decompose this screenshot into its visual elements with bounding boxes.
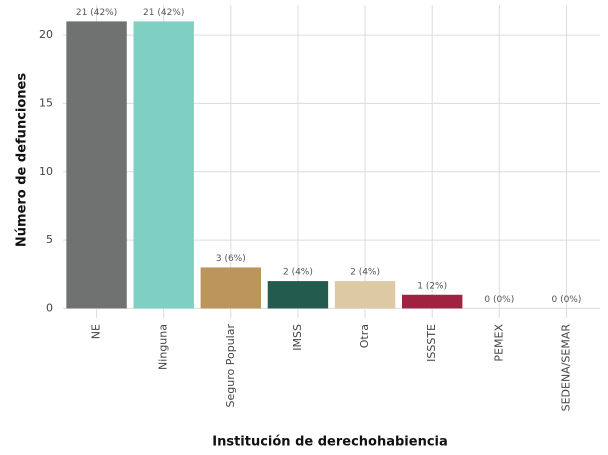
- y-tick-label: 20: [39, 28, 53, 41]
- value-label: 1 (2%): [417, 281, 447, 291]
- value-label: 0 (0%): [484, 295, 514, 305]
- x-tick-label: Ninguna: [157, 324, 170, 370]
- x-axis-title: Institución de derechohabiencia: [212, 435, 448, 450]
- y-axis-title: Número de defunciones: [15, 73, 30, 247]
- y-tick-label: 5: [46, 233, 53, 246]
- x-tick-label: Otra: [358, 324, 371, 348]
- value-label: 3 (6%): [216, 254, 246, 264]
- bar: [267, 281, 329, 309]
- bar: [401, 294, 463, 309]
- bar: [133, 21, 194, 309]
- x-tick-label: ISSSTE: [425, 324, 438, 362]
- bar: [334, 281, 396, 309]
- value-label: 2 (4%): [350, 268, 380, 278]
- x-tick-label: Seguro Popular: [224, 324, 237, 408]
- bar: [200, 267, 262, 309]
- value-label: 0 (0%): [551, 295, 581, 305]
- value-label: 2 (4%): [283, 268, 313, 278]
- y-tick-label: 0: [46, 301, 53, 314]
- y-tick-label: 15: [39, 96, 53, 109]
- value-label: 21 (42%): [76, 8, 117, 18]
- x-tick-label: PEMEX: [492, 324, 505, 362]
- x-tick-label: NE: [90, 324, 103, 339]
- bar: [66, 21, 127, 309]
- value-label: 21 (42%): [143, 8, 184, 18]
- y-tick-label: 10: [39, 165, 53, 178]
- x-tick-label: SEDENA/SEMAR: [559, 324, 572, 412]
- x-tick-label: IMSS: [291, 324, 304, 351]
